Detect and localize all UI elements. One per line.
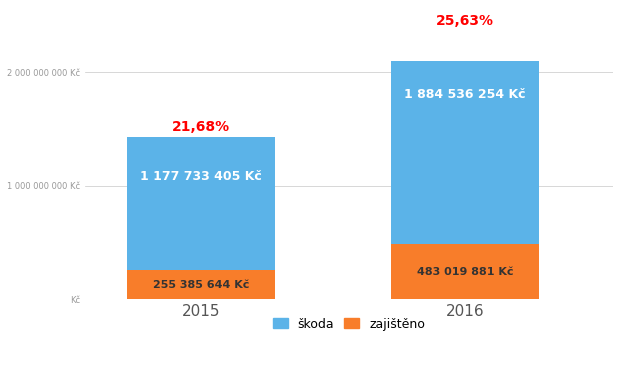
Bar [127,270,275,299]
Text: 21,68%: 21,68% [172,120,230,134]
Text: 483 019 881 Kč: 483 019 881 Kč [417,267,513,277]
Bar [391,244,539,299]
Text: 25,63%: 25,63% [436,14,494,28]
Text: 255 385 644 Kč: 255 385 644 Kč [153,279,249,289]
Text: 1 884 536 254 Kč: 1 884 536 254 Kč [404,88,526,101]
Bar [127,137,275,270]
Legend: škoda, zajištěno: škoda, zajištěno [268,313,430,335]
Bar [391,31,539,244]
Text: 1 177 733 405 Kč: 1 177 733 405 Kč [140,170,262,183]
